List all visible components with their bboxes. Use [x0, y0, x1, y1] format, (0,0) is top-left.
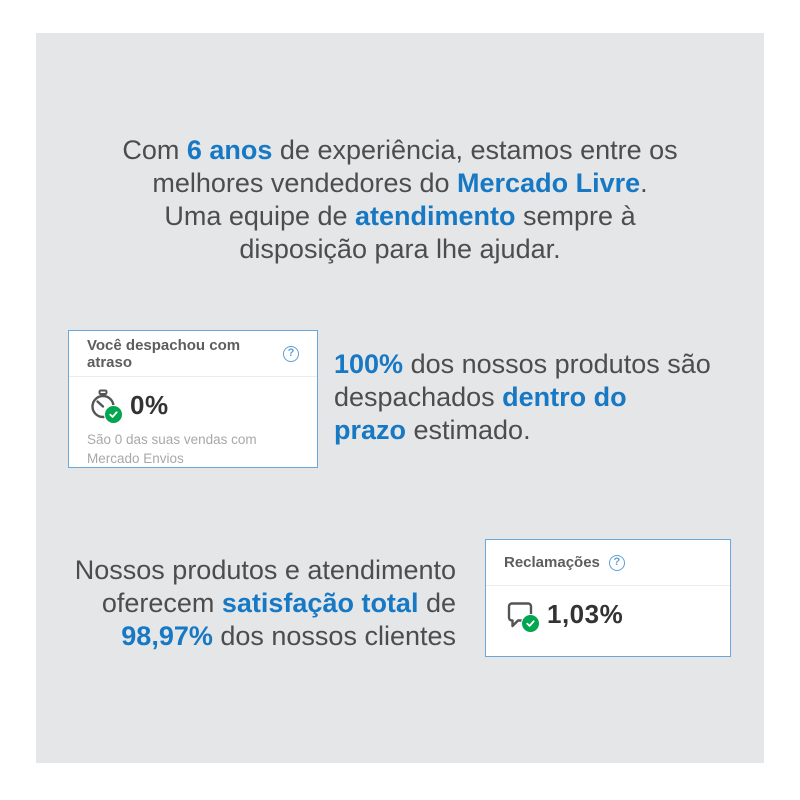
gray-panel: Com 6 anos de experiência, estamos entre…: [36, 33, 764, 763]
shipping-metric-card: Você despachou com atraso ?: [68, 330, 318, 468]
shipping-fact-text: 100% dos nossos produtos são despachados…: [334, 348, 734, 447]
help-icon[interactable]: ?: [608, 554, 625, 571]
stopwatch-icon: [87, 389, 123, 424]
claims-card-title: Reclamações: [504, 554, 600, 571]
fact-line: despachados dentro do: [334, 382, 627, 412]
fact-line: 98,97% dos nossos clientes: [121, 621, 456, 651]
card-header: Você despachou com atraso ?: [69, 331, 317, 377]
card-body: 1,03%: [486, 586, 730, 633]
card-body: 0% São 0 das suas vendas com Mercado Env…: [69, 377, 317, 468]
claims-metric-value: 1,03%: [547, 598, 624, 629]
card-header: Reclamações ?: [486, 540, 730, 586]
check-badge-icon: [521, 614, 540, 633]
satisfaction-fact-text: Nossos produtos e atendimento oferecem s…: [66, 554, 456, 653]
claims-metric: 1,03%: [504, 598, 712, 633]
shipping-metric: 0%: [87, 389, 299, 424]
claims-metric-card: Reclamações ? 1,03%: [485, 539, 731, 657]
chat-bubble-icon: [504, 598, 540, 633]
shipping-metric-caption: São 0 das suas vendas com Mercado Envios: [87, 432, 257, 466]
shipping-card-title: Você despachou com atraso: [87, 336, 241, 371]
intro-line: Com 6 anos de experiência, estamos entre…: [122, 135, 678, 165]
fact-line: 100% dos nossos produtos são: [334, 349, 711, 379]
intro-line: melhores vendedores do Mercado Livre.: [152, 168, 648, 198]
help-icon[interactable]: ?: [283, 345, 299, 362]
intro-text: Com 6 anos de experiência, estamos entre…: [36, 134, 764, 266]
fact-line: Nossos produtos e atendimento: [74, 555, 456, 585]
fact-line: prazo estimado.: [334, 415, 531, 445]
intro-line: disposição para lhe ajudar.: [239, 234, 561, 264]
check-badge-icon: [104, 405, 123, 424]
intro-line: Uma equipe de atendimento sempre à: [164, 201, 636, 231]
shipping-metric-value: 0%: [130, 389, 169, 420]
fact-line: oferecem satisfação total de: [101, 588, 456, 618]
